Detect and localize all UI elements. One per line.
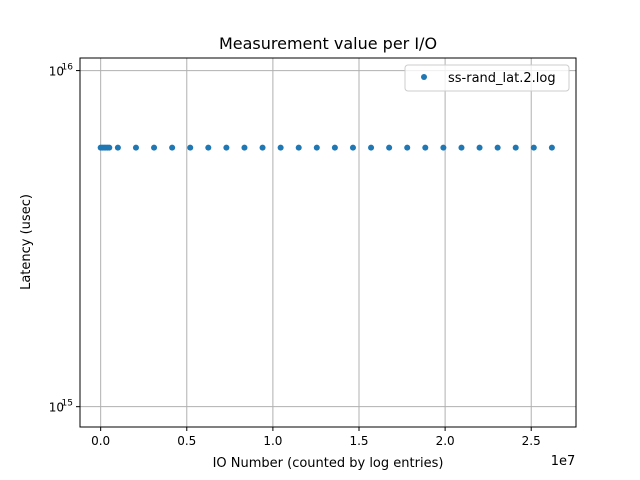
y-tick-label: 10 [49,65,64,79]
data-point [368,144,375,151]
data-point [241,144,248,151]
data-point [349,144,356,151]
data-point [331,144,338,151]
data-point [169,144,176,151]
data-point [548,144,555,151]
x-tick-label: 0.0 [91,434,110,448]
x-tick-label: 0.5 [177,434,196,448]
y-tick-exponent: 15 [62,399,73,409]
data-point [106,144,113,151]
data-point [313,144,320,151]
x-tick-label: 1.0 [263,434,282,448]
data-point [494,144,501,151]
legend: ss-rand_lat.2.log [404,64,570,92]
data-point [440,144,447,151]
data-point [458,144,465,151]
x-axis-offset-label: 1e7 [551,454,576,469]
data-point [151,144,158,151]
data-point [295,144,302,151]
data-point [205,144,212,151]
data-point [530,144,537,151]
data-point [187,144,194,151]
data-point [404,144,411,151]
data-point [386,144,393,151]
y-tick-exponent: 16 [62,63,74,73]
x-tick-label: 2.0 [436,434,455,448]
x-tick-label: 1.5 [349,434,368,448]
data-point [277,144,284,151]
grid [80,58,576,427]
plot-frame [79,57,577,428]
legend-label: ss-rand_lat.2.log [448,71,556,86]
y-axis-label: Latency (usec) [19,194,34,290]
data-point [259,144,266,151]
data-point [114,144,121,151]
x-tick-label: 2.5 [522,434,541,448]
x-axis-ticks: 0.0 0.5 1.0 1.5 2.0 2.5 [91,427,541,448]
data-point [476,144,483,151]
data-point [223,144,230,151]
data-point [422,144,429,151]
data-point [132,144,139,151]
legend-box [404,64,570,92]
data-point [512,144,519,151]
data-points [97,144,555,151]
chart-title: Measurement value per I/O [219,34,437,53]
y-tick-label: 10 [49,401,64,415]
x-axis-label: IO Number (counted by log entries) [213,456,444,471]
legend-marker [421,74,427,80]
